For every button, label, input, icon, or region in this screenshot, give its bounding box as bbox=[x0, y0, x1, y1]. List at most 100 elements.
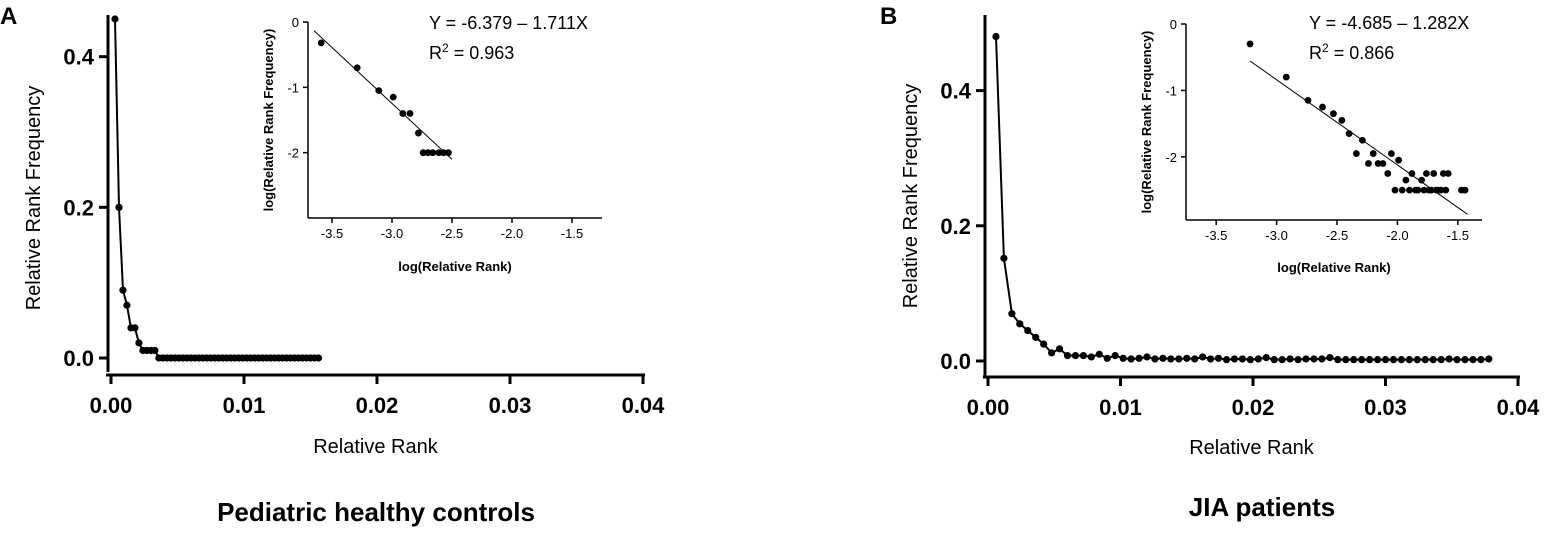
data-point bbox=[1199, 353, 1207, 361]
data-point bbox=[1294, 356, 1302, 364]
inset-y-tick-label: -2 bbox=[287, 146, 299, 161]
series-line bbox=[995, 36, 1489, 361]
r-squared-symbol: R bbox=[429, 43, 442, 63]
inset-data-point bbox=[1319, 103, 1326, 111]
inset-x-tick-label: -2.5 bbox=[1326, 228, 1348, 243]
data-point bbox=[1413, 356, 1421, 364]
x-tick-label: 0.02 bbox=[1232, 395, 1275, 420]
data-point bbox=[1469, 356, 1477, 364]
inset-x-tick-label: -2.0 bbox=[501, 226, 523, 241]
inset-data-point bbox=[1437, 186, 1445, 194]
x-axis-label: Relative Rank bbox=[313, 436, 439, 458]
inset-data-point bbox=[1282, 73, 1290, 81]
inset-data-point bbox=[1444, 170, 1452, 177]
inset-data-point bbox=[1345, 130, 1353, 138]
inset-data-point bbox=[1414, 186, 1422, 194]
x-tick-label: 0.04 bbox=[1497, 395, 1541, 420]
inset-data-point bbox=[1406, 186, 1413, 194]
data-point bbox=[1111, 351, 1119, 360]
data-point bbox=[135, 339, 143, 347]
y-tick-label: 0.4 bbox=[940, 79, 971, 104]
r-squared-superscript: 2 bbox=[1322, 41, 1329, 55]
inset-data-point bbox=[1374, 160, 1382, 167]
data-point bbox=[131, 324, 139, 332]
data-point bbox=[1055, 345, 1064, 353]
data-point bbox=[1000, 254, 1008, 262]
data-point bbox=[1159, 354, 1167, 362]
inset-x-axis-label: log(Relative Rank) bbox=[1277, 260, 1390, 275]
inset-data-point bbox=[1420, 186, 1428, 194]
inset-y-tick-label: 0 bbox=[292, 15, 299, 30]
data-point bbox=[1071, 351, 1080, 360]
inset-data-point bbox=[1461, 186, 1469, 194]
data-point bbox=[1286, 355, 1294, 363]
data-point bbox=[1167, 355, 1175, 363]
y-tick-label: 0.0 bbox=[63, 346, 94, 371]
data-point bbox=[115, 203, 123, 211]
data-point bbox=[1143, 353, 1151, 361]
inset-data-point bbox=[353, 64, 361, 72]
inset-y-axis-label: log(Relative Rank Frequency) bbox=[1139, 31, 1154, 214]
data-point bbox=[1358, 356, 1366, 364]
inset-data-point bbox=[1358, 136, 1366, 144]
x-tick-label: 0.03 bbox=[1364, 395, 1407, 420]
data-point bbox=[1063, 351, 1072, 360]
data-point bbox=[1183, 354, 1191, 362]
data-point bbox=[1389, 356, 1398, 364]
data-point bbox=[1048, 349, 1056, 357]
data-point bbox=[1429, 356, 1437, 364]
y-tick-label: 0.2 bbox=[63, 195, 94, 220]
inset-data-point bbox=[399, 110, 407, 117]
inset-y-tick-label: 0 bbox=[1170, 17, 1177, 32]
inset-data-point bbox=[1304, 97, 1312, 104]
y-tick-label: 0.0 bbox=[940, 349, 971, 374]
main-plot: 0.00 0.01 0.02 0.03 0.04 0.0 0.2 0.4 Relative Ra… bbox=[900, 15, 1540, 459]
inset-data-point bbox=[1427, 186, 1435, 194]
data-point bbox=[1445, 355, 1453, 363]
inset-data-point bbox=[424, 149, 432, 157]
regression-line bbox=[313, 30, 453, 160]
x-tick-label: 0.01 bbox=[223, 393, 266, 418]
inset-x-tick-label: -2.5 bbox=[441, 226, 463, 241]
data-point bbox=[111, 15, 119, 23]
data-point bbox=[1032, 333, 1040, 341]
data-point bbox=[1127, 355, 1135, 363]
inset-data-point bbox=[1423, 170, 1430, 177]
data-point bbox=[1151, 355, 1159, 363]
inset-data-point bbox=[415, 129, 422, 137]
inset-x-tick-label: -3.5 bbox=[1205, 228, 1227, 243]
inset-data-point bbox=[1402, 176, 1410, 184]
data-point bbox=[1008, 310, 1016, 318]
data-point bbox=[1302, 355, 1310, 363]
data-point bbox=[1477, 356, 1485, 364]
regression-equation: Y = -4.685 – 1.282X bbox=[1309, 13, 1469, 33]
inset-data-point bbox=[1398, 186, 1406, 194]
inset-plot: -3.5 -3.0 -2.5 -2.0 -1.5 0 -1 -2 log(Relative Ra… bbox=[1139, 13, 1482, 275]
regression-equation: Y = -6.379 – 1.711X bbox=[429, 13, 588, 33]
inset-x-tick-label: -3.5 bbox=[321, 226, 343, 241]
data-point bbox=[1119, 354, 1127, 362]
data-point bbox=[1175, 355, 1183, 363]
data-point bbox=[1278, 356, 1286, 364]
inset-data-point bbox=[435, 149, 443, 157]
data-point bbox=[992, 32, 1000, 41]
inset-data-point bbox=[445, 149, 452, 157]
r-squared: R2 = 0.866 bbox=[1309, 41, 1394, 63]
data-point bbox=[1254, 355, 1262, 363]
series-line bbox=[114, 18, 319, 359]
data-point bbox=[1342, 356, 1350, 364]
inset-data-point bbox=[317, 39, 325, 47]
panel-caption: Pediatric healthy controls bbox=[217, 497, 535, 527]
data-point bbox=[151, 346, 159, 355]
inset-data-point bbox=[1408, 170, 1416, 177]
data-point bbox=[1397, 356, 1405, 364]
inset-data-point bbox=[419, 149, 427, 157]
panel-letter: B bbox=[880, 3, 897, 30]
inset-data-point bbox=[375, 87, 383, 94]
inset-x-tick-label: -1.5 bbox=[561, 226, 583, 241]
data-point bbox=[1230, 355, 1239, 363]
data-point bbox=[1461, 356, 1469, 364]
x-tick-label: 0.00 bbox=[967, 395, 1010, 420]
y-tick-label: 0.2 bbox=[940, 214, 971, 239]
data-point bbox=[1087, 353, 1095, 361]
